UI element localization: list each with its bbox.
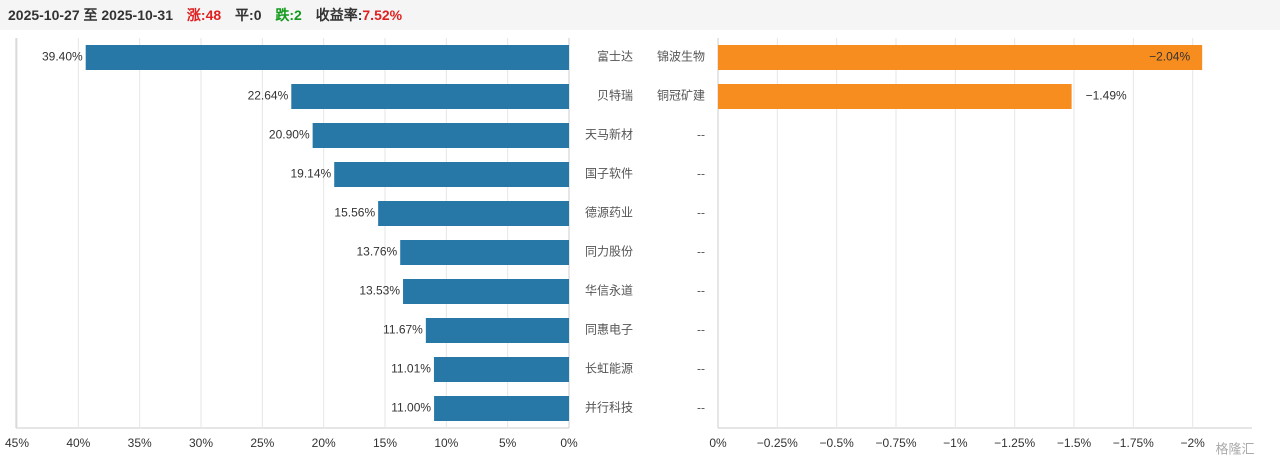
x-tick-label: 45% (5, 436, 29, 450)
value-label: 13.53% (359, 284, 400, 298)
x-tick-label: −1% (943, 436, 968, 450)
x-tick-label: 20% (312, 436, 336, 450)
category-label: -- (697, 362, 705, 376)
value-label: −2.04% (1149, 50, 1190, 64)
category-label: 富士达 (597, 49, 633, 64)
up-count: 涨:48 (187, 7, 221, 23)
bar (433, 357, 569, 382)
category-label: 长虹能源 (585, 362, 633, 376)
bar (378, 201, 569, 226)
bar (403, 279, 569, 304)
value-label: 11.00% (391, 401, 431, 415)
bar (718, 84, 1072, 109)
value-label: 13.76% (357, 245, 398, 259)
value-label: 15.56% (334, 206, 375, 220)
x-tick-label: −0.5% (819, 436, 854, 450)
category-label: -- (697, 323, 705, 337)
bar (312, 123, 569, 148)
category-label: 国子软件 (585, 167, 633, 181)
return-value: 7.52% (362, 7, 402, 23)
category-label: -- (697, 284, 705, 298)
x-tick-label: 5% (499, 436, 517, 450)
category-label: -- (697, 167, 705, 181)
x-tick-label: −0.75% (875, 436, 916, 450)
category-label: -- (697, 128, 705, 142)
bar (400, 240, 569, 265)
bar (425, 318, 569, 343)
value-label: 22.64% (248, 89, 289, 103)
x-tick-label: 35% (128, 436, 152, 450)
category-label: 天马新材 (585, 127, 633, 142)
category-label: 德源药业 (585, 205, 633, 220)
x-tick-label: −2% (1180, 436, 1205, 450)
category-label: 同力股份 (585, 245, 633, 259)
bar (85, 45, 570, 70)
category-label: -- (697, 206, 705, 220)
bar (718, 45, 1203, 70)
category-label: -- (697, 245, 705, 259)
value-label: 20.90% (269, 128, 310, 142)
x-tick-label: 30% (189, 436, 213, 450)
x-tick-label: 15% (373, 436, 397, 450)
header: 2025-10-27 至 2025-10-31 涨:48 平:0 跌:2 收益率… (8, 7, 403, 23)
value-label: 39.40% (42, 50, 83, 64)
value-label: 11.01% (391, 362, 431, 376)
bar (291, 84, 569, 109)
flat-count: 平:0 (235, 7, 262, 23)
x-tick-label: −1.25% (994, 436, 1035, 450)
x-tick-label: 10% (434, 436, 458, 450)
category-label: 华信永道 (585, 284, 633, 298)
x-tick-label: −1.5% (1057, 436, 1092, 450)
x-tick-label: 40% (66, 436, 90, 450)
watermark: 格隆汇 (1215, 441, 1254, 456)
bar (334, 162, 569, 187)
x-tick-label: 25% (250, 436, 274, 450)
down-count: 跌:2 (275, 7, 302, 23)
category-label: -- (697, 401, 705, 415)
header-bar (0, 0, 1280, 30)
x-tick-label: −1.75% (1113, 436, 1154, 450)
value-label: 19.14% (291, 167, 332, 181)
x-tick-label: 0% (709, 436, 727, 450)
return-label: 收益率: (316, 7, 363, 23)
x-tick-label: 0% (560, 436, 578, 450)
category-label: 锦波生物 (657, 50, 705, 64)
value-label: 11.67% (383, 323, 423, 337)
category-label: 贝特瑞 (597, 88, 633, 103)
date-range: 2025-10-27 至 2025-10-31 (8, 7, 173, 23)
category-label: 铜冠矿建 (657, 88, 705, 103)
bar (434, 396, 569, 421)
category-label: 同惠电子 (585, 323, 633, 337)
category-label: 并行科技 (585, 401, 633, 415)
x-tick-label: −0.25% (757, 436, 798, 450)
value-label: −1.49% (1086, 89, 1127, 103)
